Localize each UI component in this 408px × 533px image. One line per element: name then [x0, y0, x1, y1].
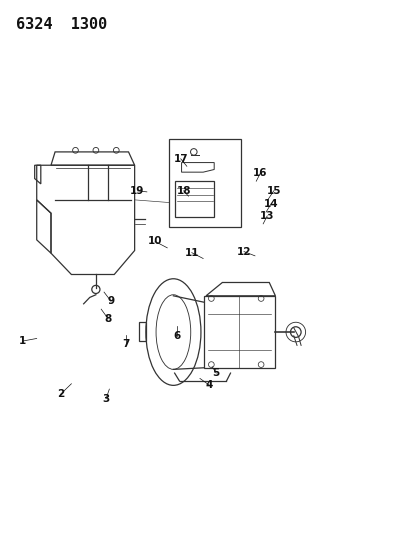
Text: 8: 8	[104, 314, 112, 324]
Text: 17: 17	[173, 154, 188, 164]
Text: 4: 4	[205, 380, 213, 390]
Bar	[169, 139, 241, 227]
Text: 18: 18	[176, 186, 191, 196]
Text: 5: 5	[213, 368, 220, 378]
Text: 11: 11	[184, 248, 199, 257]
Text: 13: 13	[260, 211, 275, 221]
Text: 10: 10	[148, 237, 162, 246]
Text: 2: 2	[57, 390, 64, 399]
Text: 16: 16	[253, 168, 268, 178]
Text: 15: 15	[266, 186, 281, 196]
Text: 12: 12	[237, 247, 251, 256]
Bar	[175, 181, 214, 217]
Text: 6: 6	[174, 331, 181, 341]
Text: 14: 14	[264, 199, 278, 209]
Text: 6324  1300: 6324 1300	[16, 17, 108, 32]
Text: 7: 7	[122, 339, 129, 349]
Text: 3: 3	[102, 394, 110, 403]
Text: 9: 9	[107, 296, 115, 306]
Text: 1: 1	[19, 336, 26, 346]
Text: 19: 19	[130, 186, 145, 196]
